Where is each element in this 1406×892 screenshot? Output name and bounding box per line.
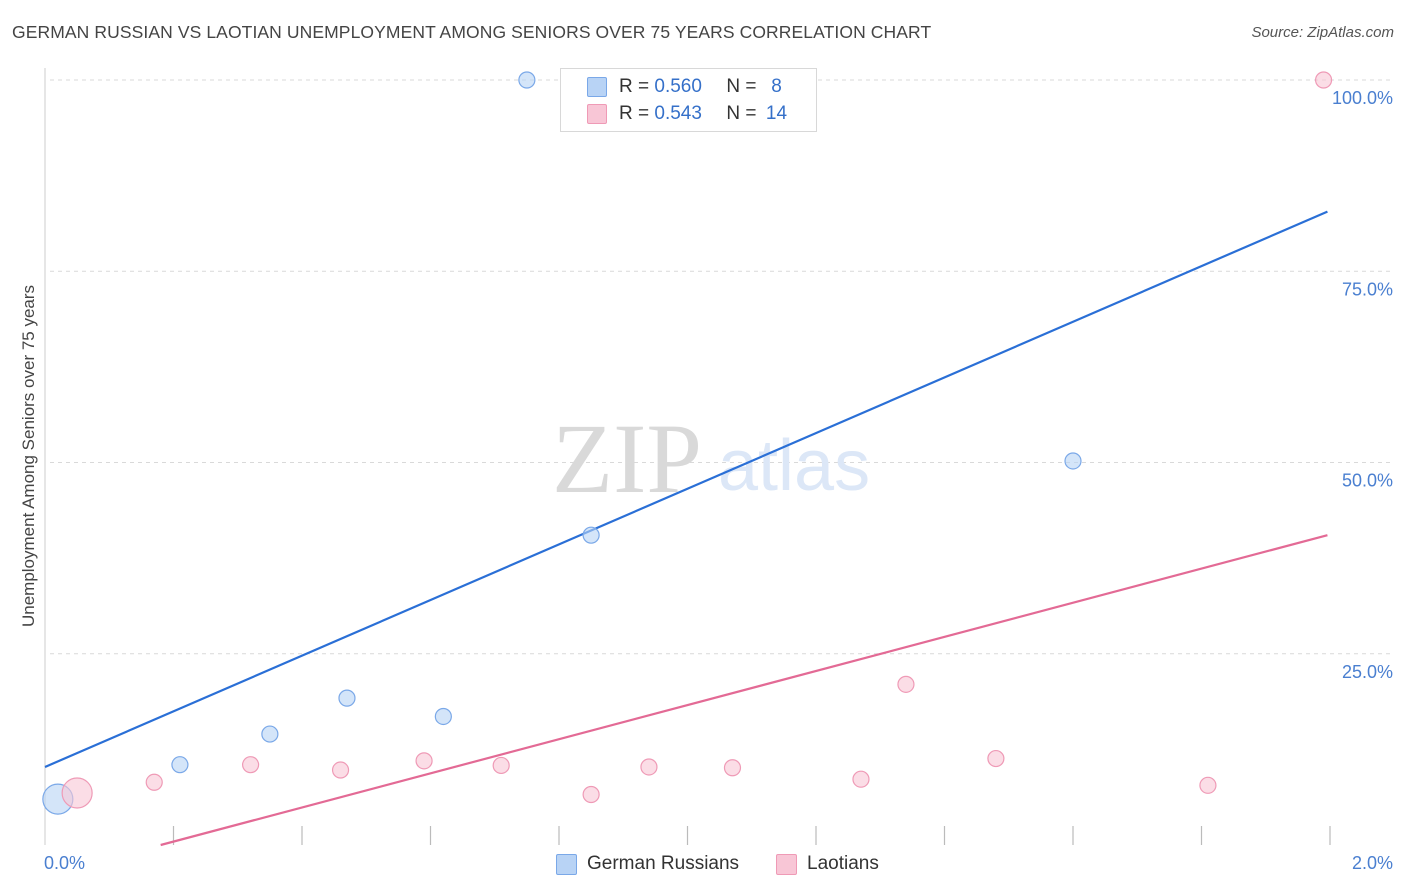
legend-n-label-laotian: N = bbox=[726, 103, 757, 124]
point-german-6[interactable] bbox=[582, 526, 600, 544]
point-laotian-0[interactable] bbox=[61, 777, 93, 809]
bottom-legend-label-german: German Russians bbox=[587, 853, 740, 874]
point-german-3[interactable] bbox=[338, 689, 356, 707]
watermark: ZIP atlas bbox=[552, 403, 870, 514]
point-german-5[interactable] bbox=[518, 71, 536, 89]
legend-swatch-german bbox=[587, 77, 607, 97]
bottom-legend-label-laotian: Laotians bbox=[807, 853, 879, 874]
bottom-legend-german[interactable]: German Russians bbox=[556, 852, 739, 876]
watermark-atlas: atlas bbox=[718, 426, 870, 506]
point-german-2[interactable] bbox=[261, 725, 279, 743]
point-laotian-11[interactable] bbox=[987, 749, 1005, 768]
watermark-zip: ZIP bbox=[552, 403, 702, 514]
point-laotian-8[interactable] bbox=[723, 759, 742, 777]
point-german-4[interactable] bbox=[434, 707, 452, 726]
bottom-legend-swatch-laotian bbox=[776, 853, 797, 875]
legend-row-german: R = 0.560 N = 8 bbox=[587, 75, 797, 99]
x-tick-label-max: 2.0% bbox=[1352, 853, 1393, 873]
y-tick-label-50: 50.0% bbox=[1342, 471, 1393, 491]
point-german-7[interactable] bbox=[1064, 452, 1082, 470]
data-points bbox=[42, 71, 1333, 815]
point-laotian-12[interactable] bbox=[1199, 776, 1217, 794]
point-laotian-3[interactable] bbox=[331, 761, 350, 779]
legend-n-label-german: N = bbox=[726, 76, 757, 97]
legend-n-value-laotian: 14 bbox=[765, 103, 788, 124]
y-axis-tick-labels: 25.0% 50.0% 75.0% 100.0% bbox=[1332, 88, 1393, 682]
gridlines bbox=[50, 79, 1392, 655]
legend-swatch-laotian bbox=[587, 104, 607, 124]
legend-r-value-german: 0.560 bbox=[654, 76, 702, 97]
point-laotian-9[interactable] bbox=[852, 770, 870, 788]
legend-n-value-german: 8 bbox=[771, 76, 782, 97]
legend-row-laotian: R = 0.543 N = 14 bbox=[587, 102, 797, 126]
x-tick-label-min: 0.0% bbox=[44, 853, 85, 873]
point-laotian-6[interactable] bbox=[582, 785, 600, 804]
legend-r-label-german: R = bbox=[619, 76, 650, 97]
trend-lines bbox=[44, 210, 1328, 847]
correlation-legend: R = 0.560 N = 8 R = 0.543 N = 14 bbox=[560, 68, 817, 132]
trend-line-laotian bbox=[160, 534, 1328, 847]
point-laotian-4[interactable] bbox=[415, 752, 433, 770]
bottom-legend-swatch-german bbox=[556, 853, 577, 875]
point-laotian-10[interactable] bbox=[897, 675, 915, 693]
point-laotian-2[interactable] bbox=[242, 756, 260, 774]
y-tick-label-25: 25.0% bbox=[1342, 662, 1393, 682]
point-laotian-7[interactable] bbox=[640, 758, 658, 776]
x-axis-ticks bbox=[172, 826, 1331, 845]
trend-line-german bbox=[44, 210, 1328, 768]
chart-title: GERMAN RUSSIAN VS LAOTIAN UNEMPLOYMENT A… bbox=[12, 22, 932, 42]
point-laotian-1[interactable] bbox=[145, 773, 163, 791]
y-tick-label-100: 100.0% bbox=[1332, 88, 1393, 108]
legend-r-value-laotian: 0.543 bbox=[654, 103, 702, 124]
y-axis-label: Unemployment Among Seniors over 75 years bbox=[19, 285, 38, 627]
source-label: Source: ZipAtlas.com bbox=[1251, 24, 1394, 41]
point-german-1[interactable] bbox=[171, 756, 189, 774]
y-tick-label-75: 75.0% bbox=[1342, 279, 1393, 299]
bottom-legend-laotian[interactable]: Laotians bbox=[776, 852, 879, 876]
point-laotian-13[interactable] bbox=[1314, 71, 1333, 89]
point-laotian-5[interactable] bbox=[492, 756, 510, 775]
legend-r-label-laotian: R = bbox=[619, 103, 650, 124]
